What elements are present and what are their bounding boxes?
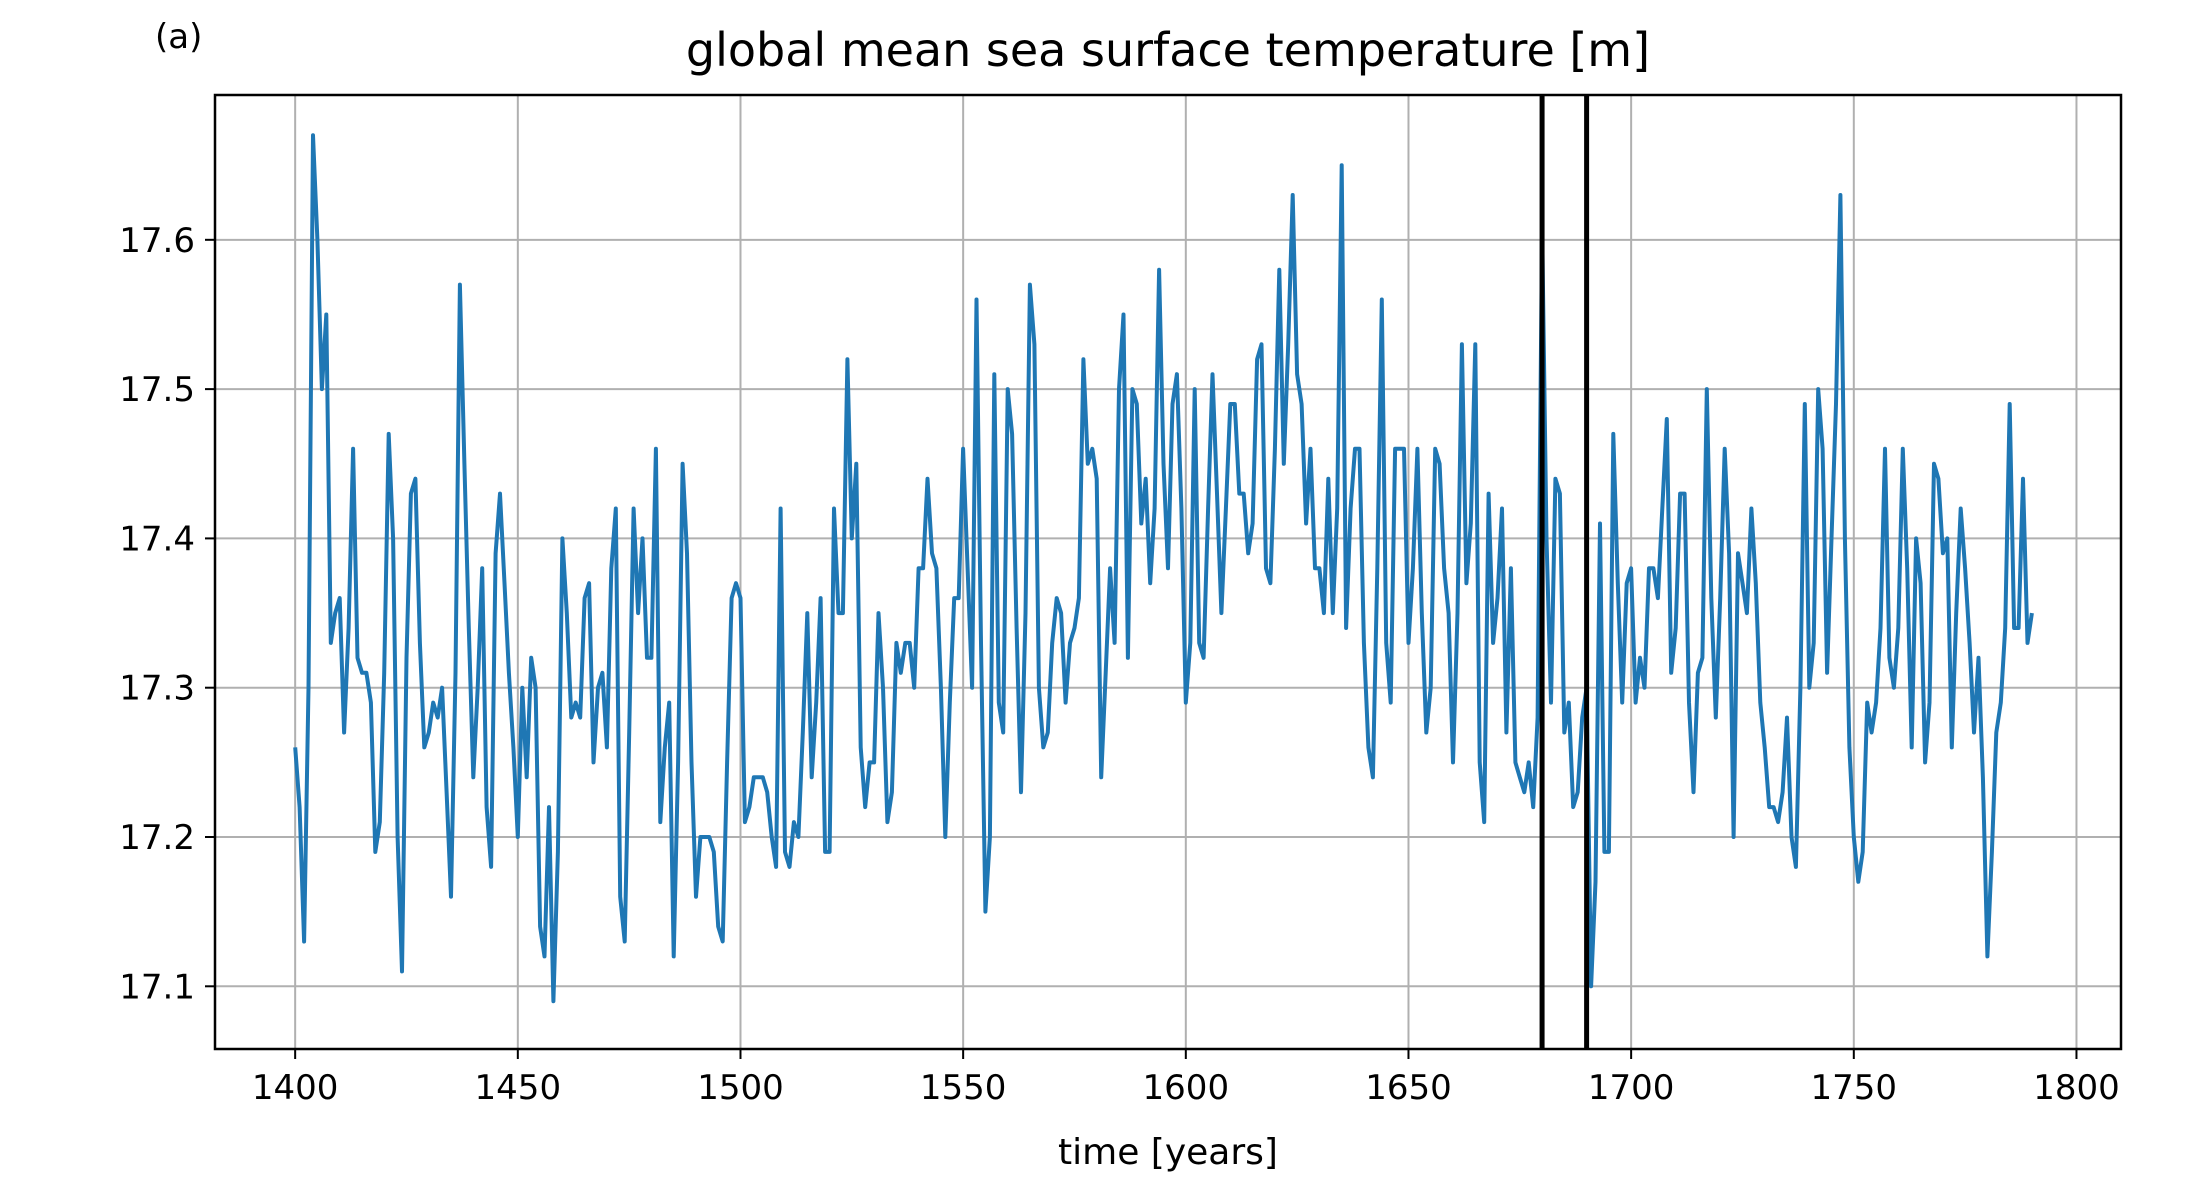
panel-label: (a) bbox=[155, 17, 202, 57]
x-tick-label: 1750 bbox=[1811, 1068, 1898, 1108]
y-tick-label: 17.6 bbox=[119, 221, 195, 261]
y-tick-label: 17.1 bbox=[119, 967, 195, 1007]
y-tick-label: 17.5 bbox=[119, 370, 195, 410]
x-tick-label: 1650 bbox=[1365, 1068, 1452, 1108]
y-tick-label: 17.4 bbox=[119, 519, 195, 559]
x-axis-label: time [years] bbox=[1058, 1132, 1278, 1173]
x-tick-label: 1700 bbox=[1588, 1068, 1675, 1108]
x-tick-label: 1550 bbox=[920, 1068, 1007, 1108]
x-tick-label: 1500 bbox=[697, 1068, 784, 1108]
y-tick-label: 17.3 bbox=[119, 669, 195, 709]
gridlines bbox=[215, 95, 2121, 1049]
data-series bbox=[293, 133, 2034, 1004]
vertical-markers bbox=[1539, 95, 1590, 1049]
x-axis-ticks: 1400 1450 1500 1550 1600 1650 1700 1750 1800 bbox=[252, 1049, 2120, 1108]
y-axis-ticks: 17.1 17.2 17.3 17.4 17.5 17.6 bbox=[119, 221, 215, 1007]
plot-frame bbox=[213, 93, 2123, 1051]
series-line bbox=[293, 133, 2034, 1004]
y-tick-label: 17.2 bbox=[119, 818, 195, 858]
x-tick-label: 1600 bbox=[1143, 1068, 1230, 1108]
x-tick-label: 1450 bbox=[475, 1068, 562, 1108]
x-tick-label: 1400 bbox=[252, 1068, 339, 1108]
chart-title: global mean sea surface temperature [m] bbox=[686, 23, 1650, 77]
x-tick-label: 1800 bbox=[2033, 1068, 2120, 1108]
